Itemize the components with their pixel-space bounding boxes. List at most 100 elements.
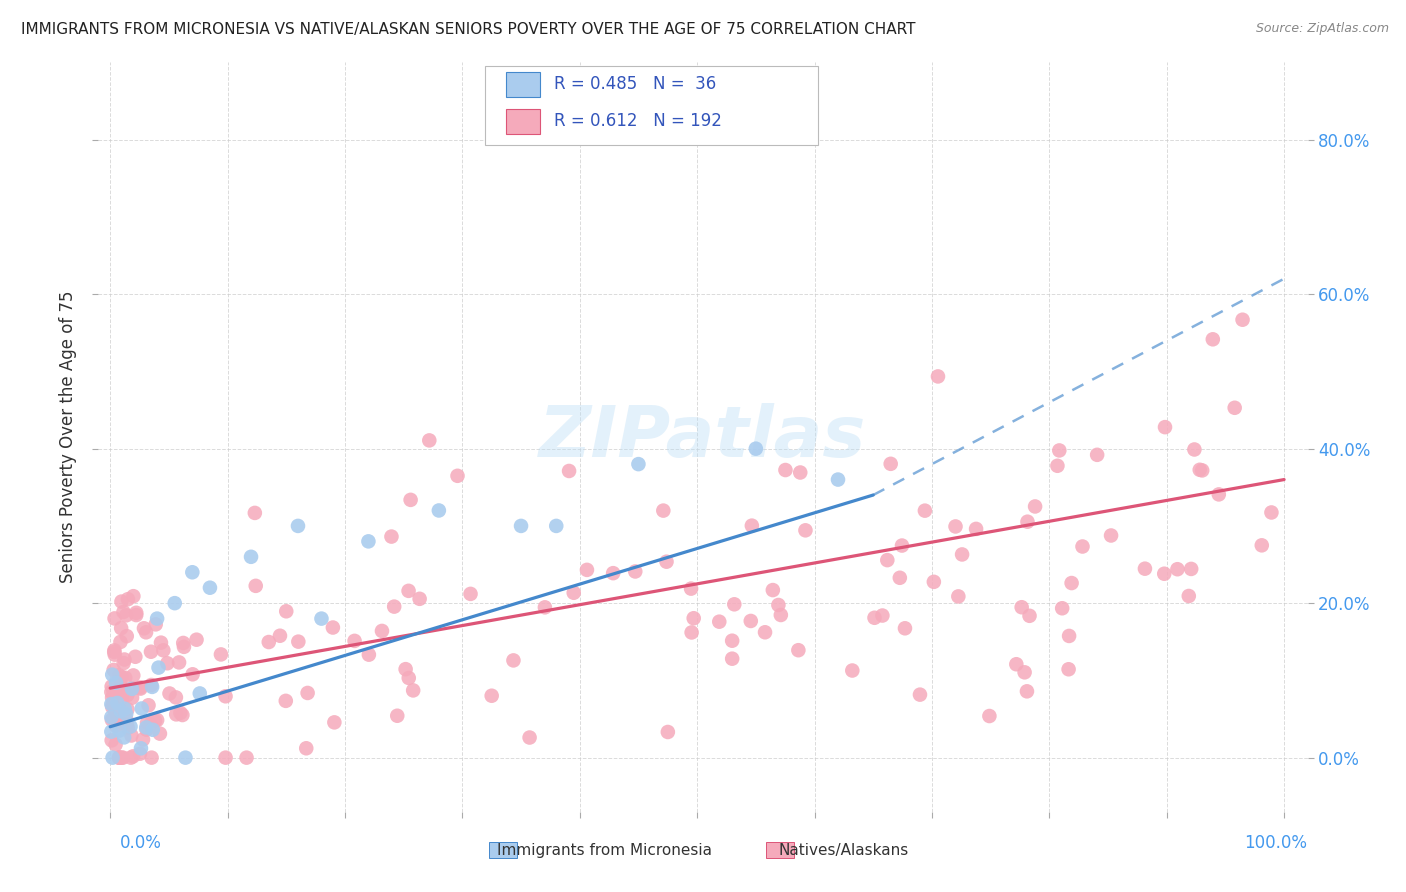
Point	[841, 664, 863, 678]
Point	[380, 530, 402, 544]
Point	[103, 643, 125, 657]
Point	[357, 534, 380, 549]
Point	[889, 571, 911, 585]
Point	[418, 434, 440, 448]
Point	[143, 714, 166, 728]
Point	[214, 690, 236, 704]
Point	[122, 749, 145, 764]
FancyBboxPatch shape	[485, 66, 818, 145]
Point	[115, 712, 138, 726]
Point	[558, 464, 581, 478]
Point	[108, 673, 131, 687]
Point	[107, 712, 129, 726]
Point	[235, 750, 257, 764]
Point	[125, 608, 148, 623]
Text: Source: ZipAtlas.com: Source: ZipAtlas.com	[1256, 22, 1389, 36]
Point	[141, 750, 163, 764]
Point	[101, 690, 124, 705]
Text: ZIPatlas: ZIPatlas	[540, 402, 866, 472]
Point	[1133, 562, 1156, 576]
Point	[408, 591, 430, 606]
Point	[276, 604, 298, 618]
Point	[721, 651, 744, 665]
Point	[948, 590, 970, 604]
Point	[927, 369, 949, 384]
Point	[657, 725, 679, 739]
Point	[481, 689, 503, 703]
Point	[1178, 589, 1201, 603]
Point	[402, 683, 425, 698]
Point	[107, 686, 129, 700]
Point	[129, 741, 152, 756]
Text: R = 0.485   N =  36: R = 0.485 N = 36	[554, 75, 717, 93]
Point	[1223, 401, 1246, 415]
Point	[297, 686, 319, 700]
Point	[108, 750, 131, 764]
Point	[149, 726, 172, 740]
Point	[188, 686, 211, 700]
Point	[863, 611, 886, 625]
Point	[135, 723, 157, 737]
Point	[105, 675, 128, 690]
Point	[103, 663, 125, 677]
Point	[399, 492, 422, 507]
Point	[1154, 420, 1177, 434]
Point	[546, 519, 568, 533]
Point	[103, 684, 125, 698]
Point	[129, 681, 152, 695]
Point	[111, 750, 134, 764]
Point	[382, 599, 405, 614]
Point	[1071, 540, 1094, 554]
Point	[652, 503, 675, 517]
Point	[135, 625, 157, 640]
Point	[121, 681, 143, 696]
Point	[1250, 538, 1272, 552]
Point	[114, 652, 136, 666]
Point	[245, 579, 267, 593]
Point	[100, 710, 122, 724]
Point	[322, 621, 344, 635]
Point	[110, 704, 132, 718]
Point	[894, 621, 917, 635]
Point	[1208, 487, 1230, 501]
Point	[287, 519, 309, 533]
Point	[323, 715, 346, 730]
Point	[311, 612, 333, 626]
Point	[101, 750, 124, 764]
Point	[103, 611, 125, 625]
Point	[398, 583, 420, 598]
Point	[104, 719, 127, 733]
Point	[754, 625, 776, 640]
Point	[117, 702, 139, 716]
Point	[682, 611, 704, 625]
Point	[1099, 528, 1122, 542]
FancyBboxPatch shape	[506, 71, 540, 96]
Point	[627, 457, 650, 471]
Point	[122, 668, 145, 682]
Point	[879, 457, 901, 471]
Point	[1085, 448, 1108, 462]
Point	[1011, 600, 1033, 615]
Point	[174, 750, 197, 764]
Point	[965, 522, 987, 536]
Point	[132, 732, 155, 747]
Point	[104, 704, 127, 718]
Point	[1057, 629, 1080, 643]
Point	[111, 691, 134, 706]
Point	[120, 719, 142, 733]
Point	[510, 519, 533, 533]
Point	[1166, 562, 1188, 576]
Point	[110, 621, 132, 635]
Point	[117, 688, 139, 702]
Point	[1060, 576, 1083, 591]
Point	[107, 668, 129, 682]
Point	[979, 709, 1001, 723]
Point	[1180, 562, 1202, 576]
Point	[124, 649, 146, 664]
Point	[876, 553, 898, 567]
Bar	[489, 842, 517, 858]
Point	[100, 724, 122, 739]
Point	[240, 549, 263, 564]
Point	[575, 563, 598, 577]
Point	[181, 566, 204, 580]
